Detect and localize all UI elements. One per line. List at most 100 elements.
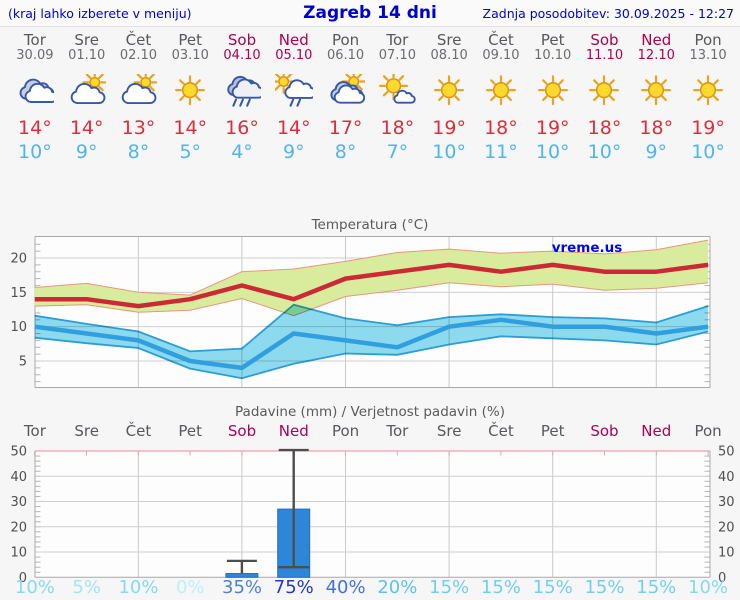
precip-day-label: Sre xyxy=(436,422,462,440)
day-date: 09.10 xyxy=(482,48,520,63)
precip-y-tick-left: 50 xyxy=(10,445,27,460)
partly-sunny-icon xyxy=(119,70,159,108)
precip-day-label: Ned xyxy=(641,422,672,440)
sunny-icon xyxy=(534,74,572,108)
precipitation-chart-title: Padavine (mm) / Verjetnost padavin (%) xyxy=(235,404,505,420)
precipitation-probability-row: 10% 5% 10% 0% 35% 75% 40% 20% 15% 15% 15% 15% 15% 10% xyxy=(9,577,734,598)
precip-day-label: Čet xyxy=(125,422,152,440)
day-date: 02.10 xyxy=(119,48,158,63)
sunny-icon xyxy=(482,74,520,108)
temp-y-tick: 20 xyxy=(10,252,27,267)
day-high-temp: 19° xyxy=(535,117,570,139)
precip-day-label: Sob xyxy=(590,422,619,440)
precip-probability: 0% xyxy=(175,577,205,598)
sun-cloud-icon xyxy=(378,71,417,108)
day-column-03.10: Pet 03.10 14° 5° xyxy=(164,32,216,163)
day-low-temp: 8° xyxy=(334,141,357,163)
day-low-temp: 9° xyxy=(75,141,98,163)
precipitation-day-labels: Tor Sre Čet Pet Sob Ned Pon Tor Sre Čet Pet Sob Ned P… xyxy=(9,422,734,440)
day-date: 13.10 xyxy=(689,48,727,63)
precipitation-chart: 0 0 10 10 20 20 30 30 40 40 50 50 xyxy=(10,445,735,584)
day-column-04.10: Sob 04.10 16° 4° xyxy=(216,32,268,163)
precip-day-label: Sre xyxy=(74,422,99,440)
precip-probability: 15% xyxy=(584,577,625,598)
day-name: Pet xyxy=(540,31,565,49)
day-column-08.10: Sre 08.10 19° 10° xyxy=(423,32,475,163)
day-name: Sob xyxy=(227,31,257,49)
day-high-temp: 14° xyxy=(18,117,52,139)
day-column-30.09: Tor 30.09 14° 10° xyxy=(9,32,61,163)
day-name: Pon xyxy=(331,31,360,49)
precip-y-tick-right: 40 xyxy=(718,470,735,485)
precip-y-tick-right: 20 xyxy=(718,520,735,535)
precip-probability: 5% xyxy=(72,577,101,598)
day-name: Pon xyxy=(694,31,722,49)
precip-probability: 75% xyxy=(273,577,314,598)
precip-probability: 15% xyxy=(532,577,573,598)
low-temp-line xyxy=(34,317,709,371)
precip-day-label: Ned xyxy=(278,422,309,440)
cloudy-icon xyxy=(16,74,58,108)
precip-y-tick-left: 40 xyxy=(10,470,27,485)
precip-day-label: Pet xyxy=(540,422,565,440)
precip-probability: 35% xyxy=(222,577,263,598)
precip-y-tick-left: 0 xyxy=(19,571,27,583)
day-column-07.10: Tor 07.10 18° 7° xyxy=(371,32,423,163)
day-name: Čet xyxy=(125,31,152,49)
day-high-temp: 18° xyxy=(380,117,415,139)
day-low-temp: 7° xyxy=(386,141,409,163)
day-column-09.10: Čet 09.10 18° 11° xyxy=(475,32,527,163)
precip-day-label: Pon xyxy=(331,422,360,440)
sunny-icon xyxy=(171,74,209,108)
day-high-temp: 18° xyxy=(484,117,518,139)
precip-y-tick-right: 30 xyxy=(718,495,735,510)
temp-y-tick: 5 xyxy=(19,355,27,370)
day-high-temp: 19° xyxy=(432,117,466,139)
precip-day-label: Tor xyxy=(386,422,409,440)
precip-probability: 10% xyxy=(14,577,55,598)
temp-y-tick: 15 xyxy=(10,286,27,301)
precip-plot-area xyxy=(35,451,710,578)
day-column-12.10: Ned 12.10 18° 9° xyxy=(630,32,682,163)
day-low-temp: 4° xyxy=(231,141,253,163)
day-name: Ned xyxy=(278,31,309,49)
day-column-11.10: Sob 11.10 18° 10° xyxy=(579,32,631,163)
day-date: 11.10 xyxy=(585,48,624,63)
day-low-temp: 9° xyxy=(645,141,668,163)
day-date: 30.09 xyxy=(16,48,54,63)
precip-y-tick-left: 20 xyxy=(10,520,27,535)
high-temp-line xyxy=(34,262,709,309)
sunny-icon xyxy=(585,74,623,108)
rain-icon xyxy=(223,74,265,108)
day-column-05.10: Ned 05.10 14° 9° xyxy=(268,32,320,163)
partly-sunny-icon xyxy=(68,70,107,108)
day-low-temp: 8° xyxy=(127,141,150,163)
day-name: Tor xyxy=(386,31,409,49)
watermark-link[interactable]: vreme.us xyxy=(552,240,623,256)
precip-day-label: Sob xyxy=(227,422,257,440)
page-title: Zagreb 14 dni xyxy=(303,3,437,23)
day-date: 07.10 xyxy=(378,48,416,63)
precip-probability: 10% xyxy=(688,577,729,598)
day-name: Sre xyxy=(74,31,99,49)
day-high-temp: 14° xyxy=(69,117,104,139)
temp-y-tick: 10 xyxy=(10,320,27,335)
day-date: 10.10 xyxy=(534,48,572,63)
precip-day-label: Pon xyxy=(694,422,722,440)
precip-day-label: Pet xyxy=(178,422,203,440)
menu-hint-text[interactable]: (kraj lahko izberete v meniju) xyxy=(8,6,192,21)
day-high-temp: 16° xyxy=(225,117,259,139)
precip-day-label: Čet xyxy=(488,422,514,440)
day-date: 06.10 xyxy=(326,48,365,63)
sunny-icon xyxy=(637,74,675,108)
mostly-cloudy-icon xyxy=(327,69,366,108)
forecast-strip: Tor 30.09 14° 10° Sre 01.10 14° 9° Čet 02.10 13° 8°… xyxy=(9,32,734,163)
day-high-temp: 18° xyxy=(639,117,674,139)
day-column-01.10: Sre 01.10 14° 9° xyxy=(61,32,113,163)
day-high-temp: 17° xyxy=(328,117,363,139)
day-high-temp: 13° xyxy=(121,117,156,139)
day-date: 05.10 xyxy=(275,48,313,63)
last-update-text: Zadnja posodobitev: 30.09.2025 - 12:27 xyxy=(482,6,734,21)
temperature-chart: 5 10 15 20 Temperatura (°C) vreme.us xyxy=(10,217,711,388)
day-name: Čet xyxy=(488,31,514,49)
